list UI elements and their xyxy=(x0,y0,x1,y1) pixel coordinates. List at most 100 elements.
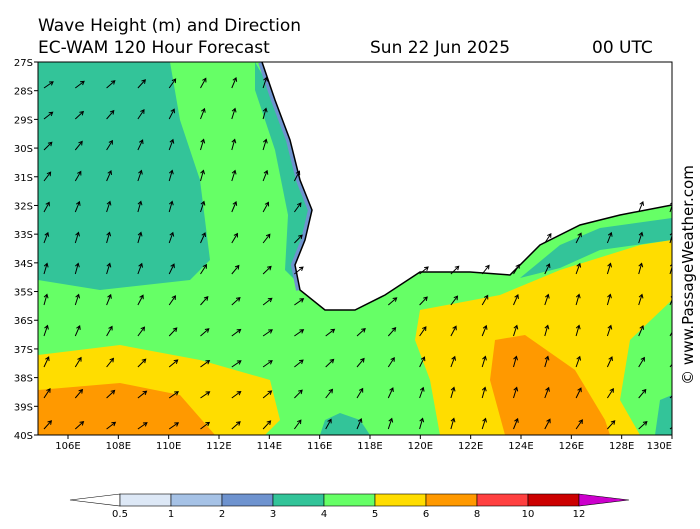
arrow xyxy=(43,293,49,306)
arrow xyxy=(325,388,334,399)
arrow xyxy=(262,169,269,182)
lon-label: 126E xyxy=(559,441,584,452)
legend-swatch xyxy=(476,493,529,507)
arrow xyxy=(262,360,273,368)
arrow xyxy=(74,388,84,399)
lat-label: 37S xyxy=(14,345,33,356)
arrows xyxy=(43,76,672,430)
arrow xyxy=(137,422,148,430)
arrow xyxy=(231,200,238,213)
arrow xyxy=(106,231,112,244)
arrow xyxy=(137,294,144,306)
arrow xyxy=(638,324,645,337)
arrow xyxy=(481,355,487,368)
arrow xyxy=(231,390,242,399)
arrow xyxy=(450,325,457,337)
arrow xyxy=(544,263,551,275)
arrow xyxy=(294,389,303,399)
legend-swatch xyxy=(272,493,325,507)
arrow xyxy=(200,359,211,368)
lon-label: 120E xyxy=(408,441,433,452)
lat-label: 33S xyxy=(14,230,33,241)
arrow xyxy=(325,328,336,337)
arrow xyxy=(481,324,488,337)
legend-swatch xyxy=(323,493,376,507)
arrow xyxy=(544,293,550,306)
arrow xyxy=(544,355,550,368)
arrow xyxy=(106,200,112,213)
arrow xyxy=(262,201,270,213)
arrow xyxy=(606,231,613,244)
arrow xyxy=(513,324,519,337)
lat-label: 30S xyxy=(14,144,33,155)
arrow xyxy=(450,265,460,275)
arrow xyxy=(262,329,273,337)
arrow xyxy=(43,324,49,337)
arrow xyxy=(200,421,211,430)
arrow xyxy=(294,234,303,244)
arrow xyxy=(74,231,80,244)
arrow xyxy=(669,232,672,244)
arrow xyxy=(419,386,425,399)
arrow xyxy=(481,294,489,306)
arrow xyxy=(106,325,113,337)
arrow xyxy=(168,422,180,430)
zone xyxy=(255,62,318,285)
arrow xyxy=(606,293,612,306)
arrow xyxy=(293,202,302,213)
arrow xyxy=(200,296,209,306)
arrow xyxy=(200,77,207,89)
arrow xyxy=(262,233,271,244)
credit: © www.PassageWeather.com xyxy=(679,165,697,385)
arrow xyxy=(74,140,83,151)
legend-label: 1 xyxy=(168,509,174,520)
arrow xyxy=(575,262,582,275)
legend-label: 0.5 xyxy=(112,509,128,520)
arrow xyxy=(606,387,614,399)
arrow xyxy=(638,420,648,430)
arrow xyxy=(168,359,179,368)
date: Sun 22 Jun 2025 xyxy=(370,38,510,58)
arrow xyxy=(231,264,240,275)
arrow xyxy=(606,324,613,337)
arrow xyxy=(43,420,53,430)
lon-label: 116E xyxy=(307,441,332,452)
arrow xyxy=(575,232,582,244)
arrow xyxy=(262,265,272,275)
lon-label: 118E xyxy=(357,441,382,452)
legend-label: 8 xyxy=(474,509,480,520)
arrow xyxy=(387,417,394,430)
arrow xyxy=(638,293,644,306)
legend-label: 12 xyxy=(573,509,586,520)
arrow xyxy=(137,231,143,244)
arrow xyxy=(43,262,49,275)
arrow xyxy=(106,262,112,275)
arrow xyxy=(200,263,207,275)
arrow xyxy=(106,357,115,368)
arrow xyxy=(168,78,177,89)
legend-swatch xyxy=(578,493,630,507)
lat-label: 36S xyxy=(14,316,33,327)
lat-label: 39S xyxy=(14,402,33,413)
arrow xyxy=(262,420,272,430)
arrow xyxy=(74,110,85,120)
arrow xyxy=(356,387,364,399)
arrow xyxy=(106,109,115,120)
lon-label: 122E xyxy=(458,441,483,452)
arrow xyxy=(638,200,645,213)
legend-label: 4 xyxy=(321,509,327,520)
legend-label: 5 xyxy=(372,509,378,520)
arrow xyxy=(544,324,550,337)
arrow xyxy=(74,262,80,275)
arrow xyxy=(669,363,672,368)
arrow xyxy=(106,389,116,399)
arrow xyxy=(544,233,552,244)
arrow xyxy=(200,232,207,244)
lon-label: 112E xyxy=(206,441,231,452)
arrow xyxy=(231,169,237,182)
arrow xyxy=(294,329,305,337)
lon-label: 128E xyxy=(609,441,634,452)
legend-swatch xyxy=(170,493,223,507)
legend-swatch xyxy=(69,493,121,507)
zone xyxy=(320,413,370,435)
